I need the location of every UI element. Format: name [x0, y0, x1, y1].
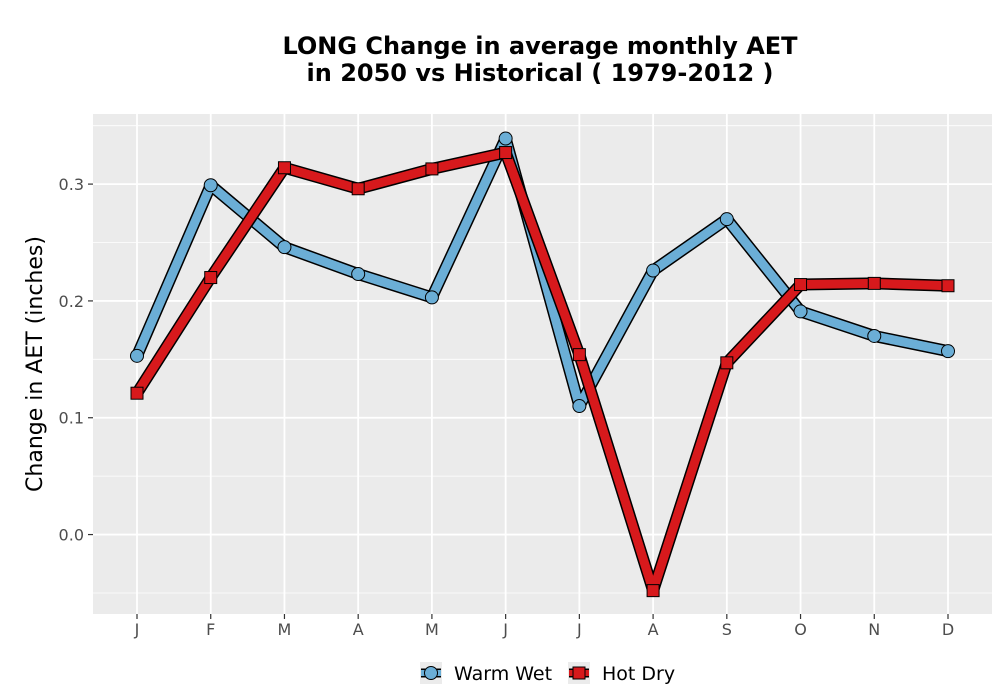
x-tick-label: A	[648, 620, 659, 639]
chart-title-line-1: LONG Change in average monthly AET	[282, 32, 798, 60]
chart-title: LONG Change in average monthly AET in 20…	[282, 32, 798, 87]
data-point	[941, 279, 955, 293]
data-point	[867, 328, 882, 343]
x-tick-label: D	[942, 620, 954, 639]
data-point	[793, 304, 808, 319]
data-point	[130, 348, 144, 363]
x-tick-label: J	[576, 620, 582, 639]
legend-key-marker	[424, 666, 438, 680]
x-tick-label: O	[794, 620, 807, 639]
data-point	[277, 161, 291, 175]
y-axis-title: Change in AET (inches)	[23, 236, 48, 492]
data-point	[646, 263, 661, 278]
data-point	[719, 212, 734, 227]
chart-title-line-2: in 2050 vs Historical ( 1979-2012 )	[307, 59, 774, 87]
data-point	[720, 356, 734, 370]
data-point	[794, 278, 808, 292]
data-point	[867, 276, 881, 290]
series-line	[132, 148, 953, 596]
x-tick-label: M	[425, 620, 439, 639]
x-tick-label: J	[134, 620, 140, 639]
x-tick-label: S	[722, 620, 732, 639]
data-point	[203, 178, 218, 193]
data-point	[498, 131, 513, 146]
x-tick-label: F	[206, 620, 215, 639]
legend-key	[568, 662, 590, 684]
legend-label: Warm Wet	[454, 663, 552, 685]
legend: Warm Wet Hot Dry	[420, 662, 675, 685]
legend-key-marker	[572, 666, 586, 680]
y-tick-label: 0.3	[59, 175, 84, 194]
x-tick-label: J	[502, 620, 508, 639]
data-point	[130, 386, 144, 400]
data-point	[572, 399, 587, 414]
x-tick-label: N	[868, 620, 880, 639]
x-tick-label: A	[353, 620, 364, 639]
data-point	[572, 348, 586, 362]
series-line	[132, 134, 953, 411]
data-point	[941, 344, 955, 359]
series-0	[130, 131, 955, 414]
y-axis-ticks: 0.0 0.1 0.2 0.3	[59, 175, 93, 545]
data-point	[204, 271, 218, 285]
plot-panel	[93, 114, 992, 614]
series-1	[130, 146, 955, 598]
data-point	[425, 162, 439, 176]
data-point	[277, 240, 292, 255]
data-point	[424, 290, 439, 305]
y-tick-label: 0.1	[59, 409, 84, 428]
data-point	[351, 182, 365, 196]
data-point	[499, 146, 513, 160]
series-layer	[130, 131, 955, 598]
gridlines-minor	[93, 125, 992, 594]
data-point	[646, 584, 660, 598]
y-tick-label: 0.0	[59, 526, 84, 545]
legend-key	[420, 662, 442, 684]
data-point	[351, 267, 366, 282]
legend-label: Hot Dry	[602, 663, 675, 685]
y-tick-label: 0.2	[59, 292, 84, 311]
x-tick-label: M	[278, 620, 292, 639]
